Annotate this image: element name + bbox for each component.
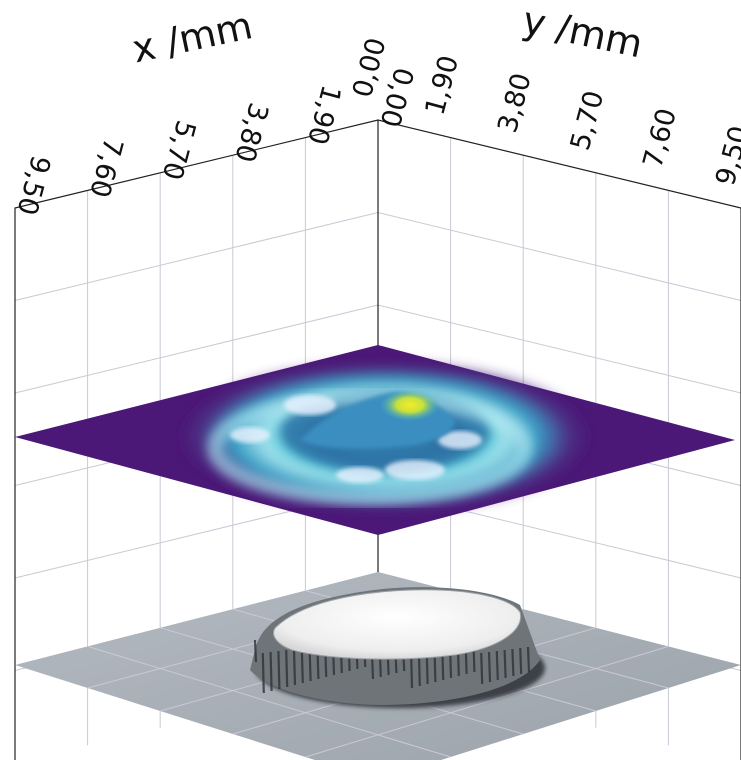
plateau-top	[273, 589, 522, 660]
surface-highlight	[230, 427, 270, 443]
plateau-striation	[495, 650, 499, 681]
surface-highlight	[385, 460, 445, 480]
plateau-striation	[300, 647, 304, 684]
grid-line	[305, 645, 669, 758]
grid-line	[377, 304, 741, 394]
y-tick-label: 7,60	[637, 105, 683, 171]
plateau-striation	[511, 648, 515, 677]
y-tick-label: 1,90	[420, 52, 466, 118]
y-tick-label: 9,50	[710, 123, 741, 189]
grid-line	[377, 212, 741, 301]
plateau-striation	[480, 652, 484, 685]
y-axis-title: y /mm	[519, 0, 647, 66]
plateau-striation	[253, 639, 258, 663]
plateau-striation	[526, 646, 531, 673]
y-tick-label: 5,70	[565, 88, 611, 154]
plateau-striation	[261, 652, 265, 694]
plateau-striation	[519, 647, 523, 675]
plateau-striation	[277, 650, 281, 690]
surface-mesh	[15, 345, 735, 535]
plateau-striation	[269, 651, 273, 692]
y-tick-label: 3,80	[492, 70, 538, 136]
floor-projection	[15, 572, 741, 760]
plateau-striation	[487, 651, 492, 683]
plateau-striation	[292, 648, 297, 686]
surface-highlight	[284, 395, 336, 415]
x-axis-title: x /mm	[128, 3, 256, 71]
grid-line	[14, 212, 379, 301]
surface-highlight	[336, 467, 384, 483]
peak-top	[380, 389, 440, 421]
plateau-striation	[285, 649, 289, 688]
surface-highlight	[438, 431, 482, 449]
grid-line	[87, 645, 451, 758]
grid-line	[14, 304, 379, 394]
plateau-striation	[503, 649, 507, 679]
